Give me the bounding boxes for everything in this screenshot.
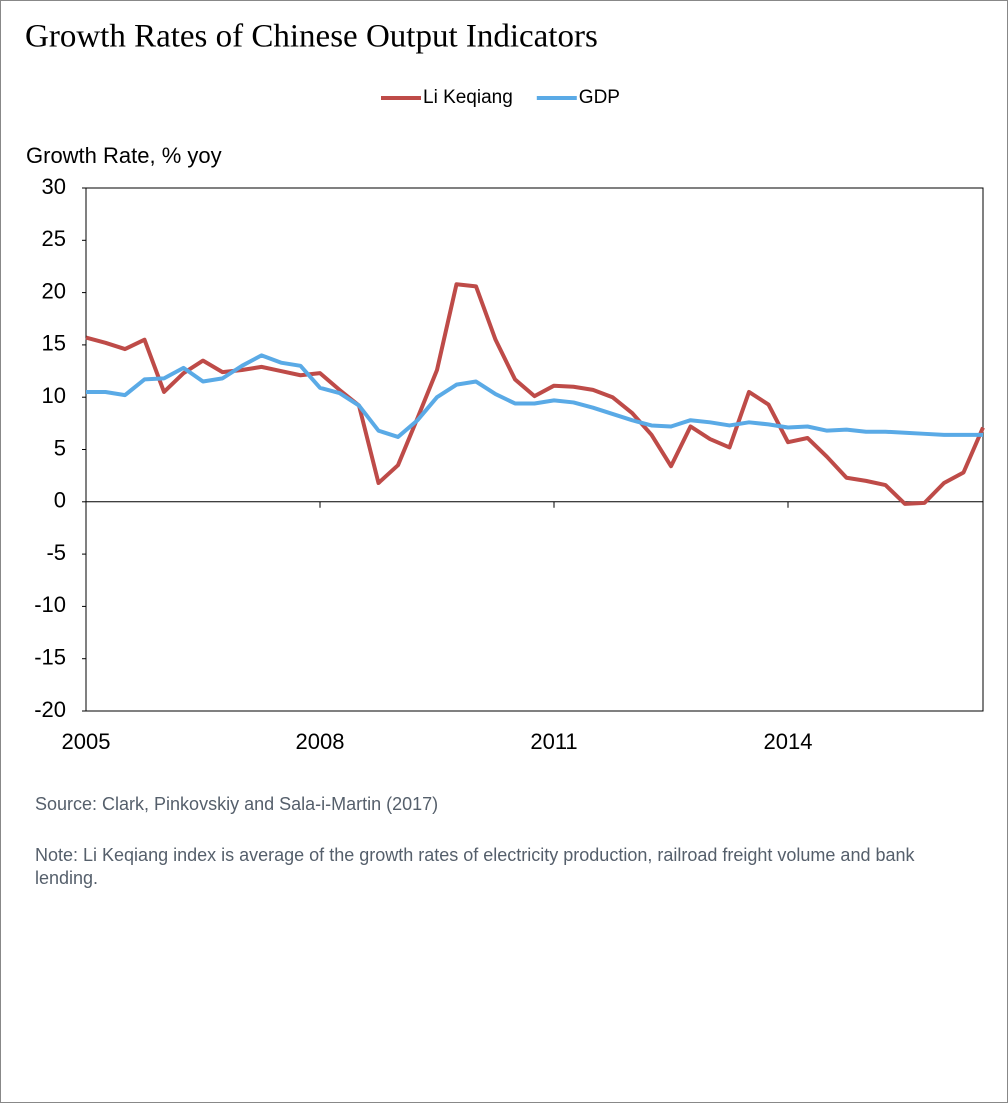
y-tick-label: -15 (34, 645, 66, 670)
y-tick-label: -5 (46, 540, 66, 565)
line-series (86, 353, 983, 439)
y-tick-label: 5 (54, 435, 66, 460)
legend-label: Li Keqiang (423, 87, 513, 108)
x-tick-label: 2014 (764, 729, 813, 754)
legend-label: GDP (579, 87, 620, 108)
y-tick-label: 10 (42, 383, 66, 408)
y-axis-label: Growth Rate, % yoy (26, 143, 222, 168)
y-tick-label: 15 (42, 331, 66, 356)
chart-title: Growth Rates of Chinese Output Indicator… (25, 19, 598, 55)
line-series (85, 282, 985, 506)
x-tick-label: 2011 (530, 729, 577, 754)
x-tick-label: 2008 (296, 729, 345, 754)
plot-frame (85, 187, 984, 712)
source: Source: Clark, Pinkovskiy and Sala-i-Mar… (35, 794, 439, 814)
y-tick-label: 0 (54, 488, 66, 513)
y-tick-label: 25 (42, 226, 66, 251)
x-tick-label: 2005 (62, 729, 111, 754)
note: Note: Li Keqiang index is average of the… (35, 845, 915, 888)
y-tick-label: 20 (42, 278, 66, 303)
y-tick-label: 30 (42, 174, 66, 199)
y-tick-label: -20 (34, 697, 66, 722)
y-tick-label: -10 (34, 592, 66, 617)
